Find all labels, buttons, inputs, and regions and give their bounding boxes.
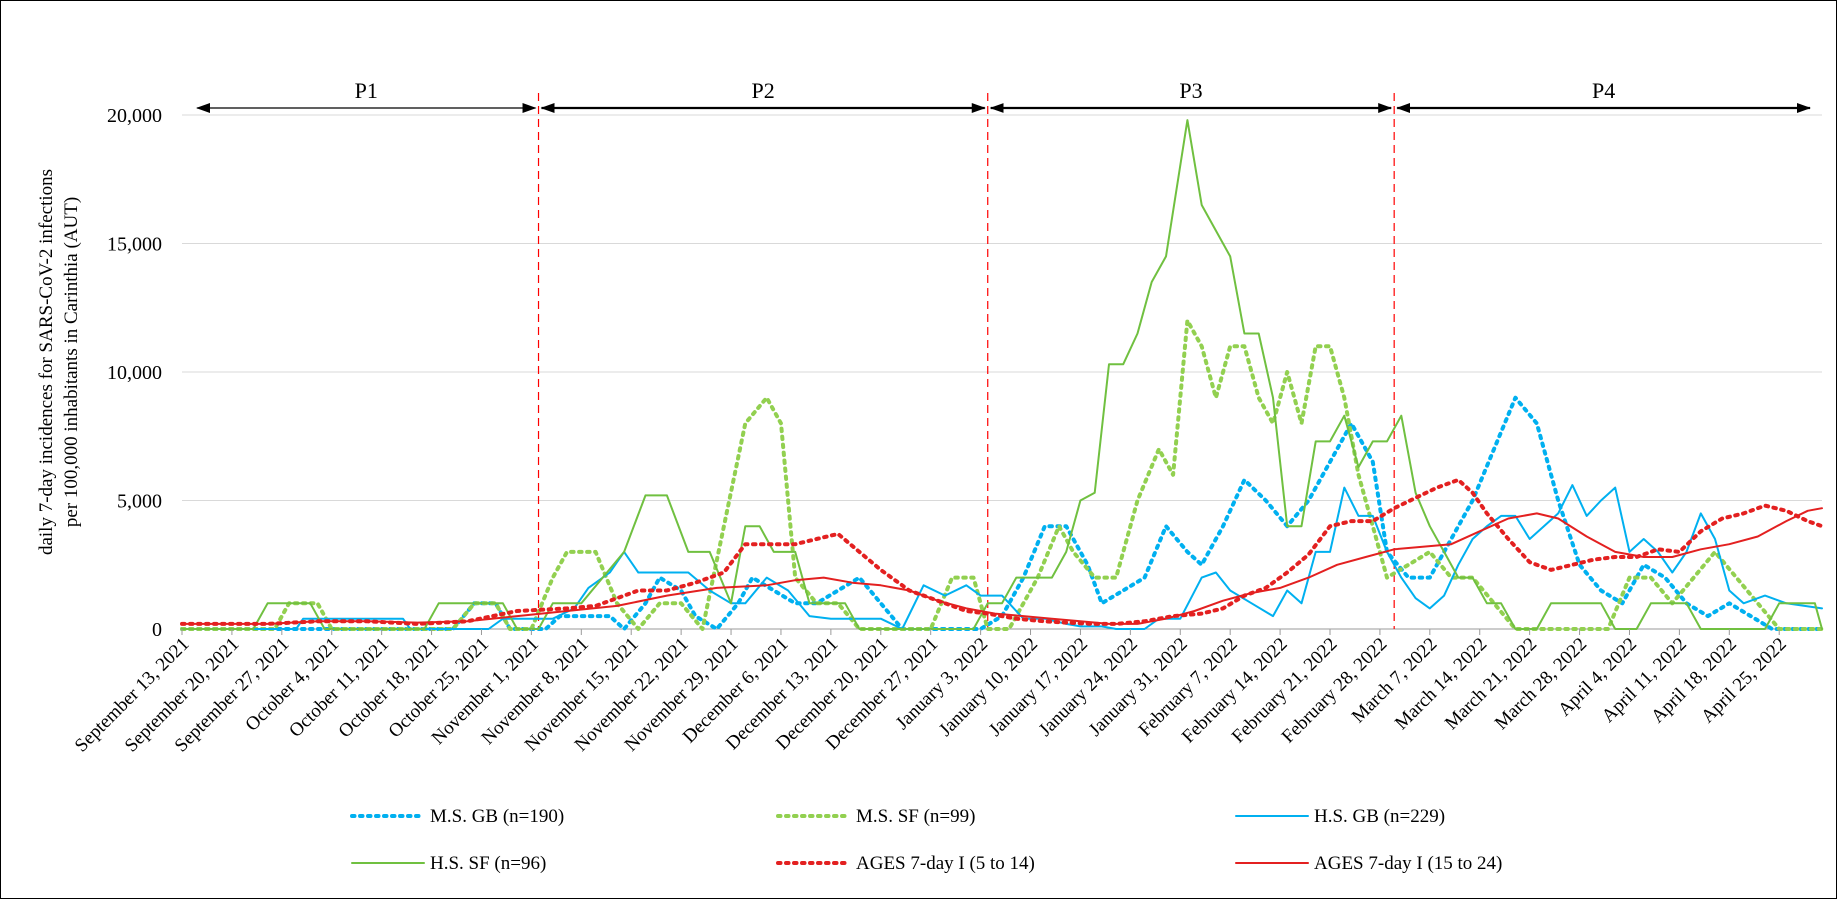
period-label: P2 [752, 78, 775, 103]
y-tick-label: 20,000 [107, 105, 162, 127]
series-line [181, 119, 1823, 630]
y-tick-label: 0 [152, 619, 162, 641]
series-line [181, 484, 1823, 630]
y-tick-label: 10,000 [107, 362, 162, 384]
legend: M.S. GB (n=190) M.S. SF (n=99) H.S. GB (n=… [350, 806, 1502, 874]
period-label: P4 [1592, 78, 1615, 103]
period-label: P3 [1179, 78, 1202, 103]
series-line [180, 318, 1824, 631]
legend-label: AGES 7-day I (15 to 24) [1314, 853, 1502, 874]
legend-label: AGES 7-day I (5 to 14) [856, 853, 1035, 874]
period-label: P1 [355, 78, 378, 103]
period-annotations: P1 P2 P3 P4 [196, 78, 1811, 629]
y-tick-label: 5,000 [117, 491, 162, 513]
legend-label: H.S. GB (n=229) [1314, 806, 1445, 827]
series-lines [180, 119, 1824, 631]
series-line [180, 395, 1824, 631]
legend-label: M.S. SF (n=99) [856, 806, 975, 827]
y-tick-label: 15,000 [107, 234, 162, 256]
y-axis-label-line2: per 100,000 inhabitants in Carinthia (AU… [61, 197, 82, 527]
y-axis-ticks: 0 5,000 10,000 15,000 20,000 [107, 105, 162, 641]
legend-label: H.S. SF (n=96) [430, 853, 546, 874]
y-axis-label-line1: daily 7-day incidences for SARS-CoV-2 in… [36, 169, 57, 555]
series-line [181, 507, 1823, 625]
legend-label: M.S. GB (n=190) [430, 806, 564, 827]
